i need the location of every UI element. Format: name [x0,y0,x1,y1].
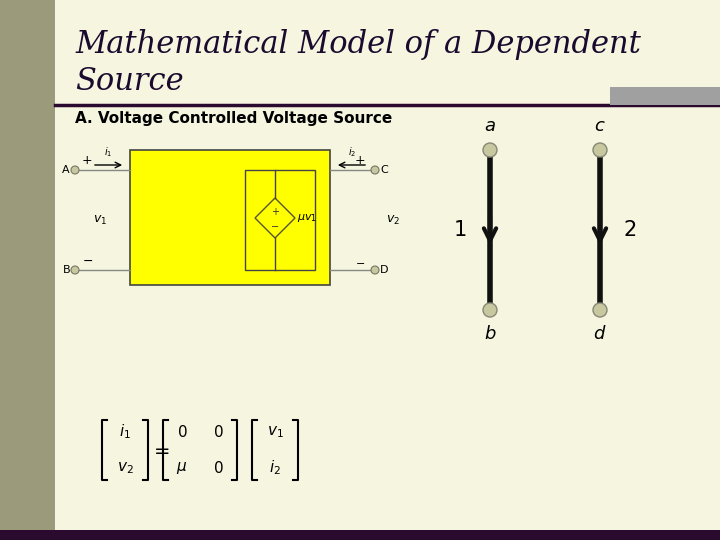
Text: $v_1$: $v_1$ [93,213,107,227]
Text: +: + [355,154,366,167]
Text: C: C [380,165,388,175]
Circle shape [71,266,79,274]
Circle shape [483,143,497,157]
Bar [130,150,330,285]
Text: $c$: $c$ [594,117,606,135]
Text: +: + [82,154,93,167]
Bar [610,87,720,105]
Circle shape [371,166,379,174]
Text: $b$: $b$ [484,325,496,343]
Text: $v_2$: $v_2$ [386,213,400,227]
Text: $-$: $-$ [355,257,365,267]
Text: A: A [63,165,70,175]
Circle shape [71,166,79,174]
Text: $-$: $-$ [271,220,279,230]
Bar [0,530,720,540]
Text: $i_2$: $i_2$ [348,145,356,159]
Text: $a$: $a$ [484,117,496,135]
Text: $0$: $0$ [176,424,187,440]
Text: Source: Source [75,66,184,98]
Text: Mathematical Model of a Dependent: Mathematical Model of a Dependent [75,30,641,60]
Text: $\mu$: $\mu$ [176,460,188,476]
Text: $d$: $d$ [593,325,607,343]
Text: $0$: $0$ [212,424,223,440]
Text: +: + [271,207,279,217]
Text: A. Voltage Controlled Voltage Source: A. Voltage Controlled Voltage Source [75,111,392,125]
Text: $=$: $=$ [150,441,170,460]
Circle shape [593,143,607,157]
Text: $v_2$: $v_2$ [117,460,133,476]
Circle shape [593,303,607,317]
Text: B: B [63,265,70,275]
Text: $v_1$: $v_1$ [266,424,284,440]
Bar [0,0,55,540]
Text: $0$: $0$ [212,460,223,476]
Text: $i_1$: $i_1$ [104,145,112,159]
Text: 2: 2 [624,220,636,240]
Circle shape [371,266,379,274]
Text: D: D [380,265,389,275]
Text: 1: 1 [454,220,467,240]
Text: $i_1$: $i_1$ [119,423,131,441]
Bar [245,170,315,270]
Circle shape [483,303,497,317]
Text: $\mu v_1$: $\mu v_1$ [297,212,317,224]
Text: $i_2$: $i_2$ [269,458,281,477]
Text: $-$: $-$ [82,254,93,267]
